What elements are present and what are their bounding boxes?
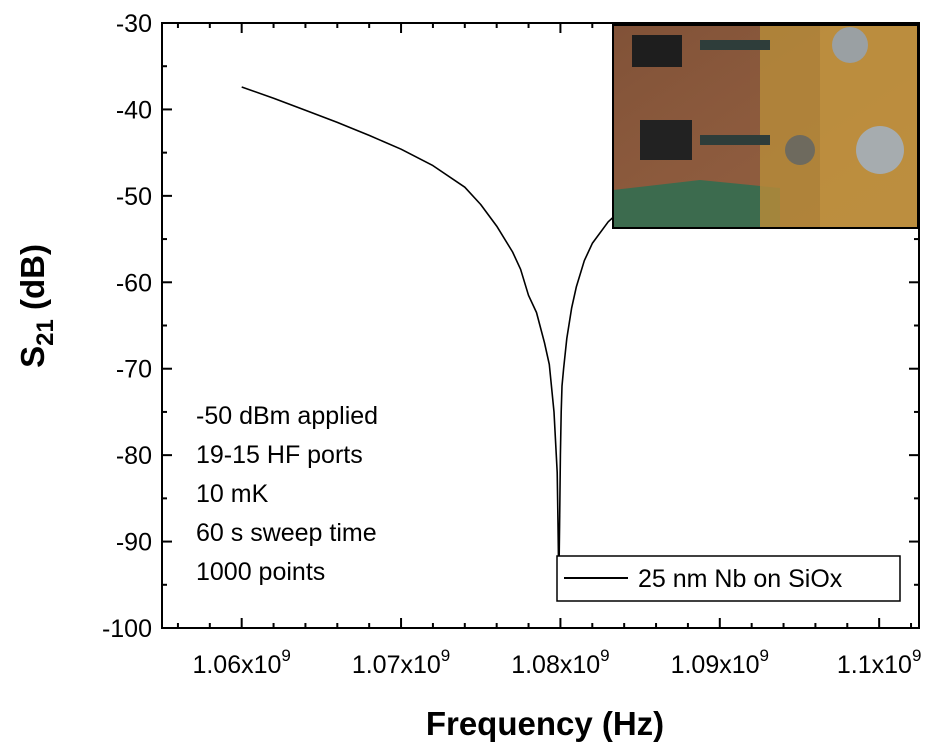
- x-tick-label: 1.1x109: [837, 646, 922, 679]
- inset-photo: [612, 24, 919, 229]
- y-tick-label: -60: [116, 269, 152, 297]
- y-tick-label: -100: [102, 615, 152, 643]
- x-tick-label: 1.09x109: [671, 646, 769, 679]
- annotation-ports: 19-15 HF ports: [196, 441, 363, 469]
- annotation-points: 1000 points: [196, 558, 325, 586]
- y-axis-title-main: S: [14, 346, 51, 368]
- tick-labels: -30 -40 -50 -60 -70 -80 -90 -100 1.06x109 1.07x10…: [102, 10, 921, 679]
- x-axis-title: Frequency (Hz): [426, 705, 664, 742]
- y-tick-label: -40: [116, 96, 152, 124]
- y-tick-label: -70: [116, 356, 152, 384]
- annotation-temperature: 10 mK: [196, 480, 269, 508]
- annotation-sweep-time: 60 s sweep time: [196, 519, 377, 547]
- y-axis-title: S21 (dB): [14, 244, 59, 368]
- y-axis-title-unit: (dB): [14, 244, 51, 319]
- legend-label: 25 nm Nb on SiOx: [638, 565, 843, 593]
- y-tick-label: -50: [116, 183, 152, 211]
- annotation-power: -50 dBm applied: [196, 402, 378, 430]
- y-tick-label: -90: [116, 529, 152, 557]
- x-tick-label: 1.07x109: [352, 646, 450, 679]
- x-tick-label: 1.08x109: [511, 646, 609, 679]
- annotation-block: -50 dBm applied 19-15 HF ports 10 mK 60 …: [196, 402, 378, 586]
- y-tick-label: -30: [116, 10, 152, 38]
- y-axis-title-sub: 21: [32, 319, 59, 346]
- x-tick-label: 1.06x109: [192, 646, 290, 679]
- series-line-25nm-nb: [241, 86, 641, 586]
- legend: 25 nm Nb on SiOx: [556, 555, 901, 602]
- y-tick-label: -80: [116, 442, 152, 470]
